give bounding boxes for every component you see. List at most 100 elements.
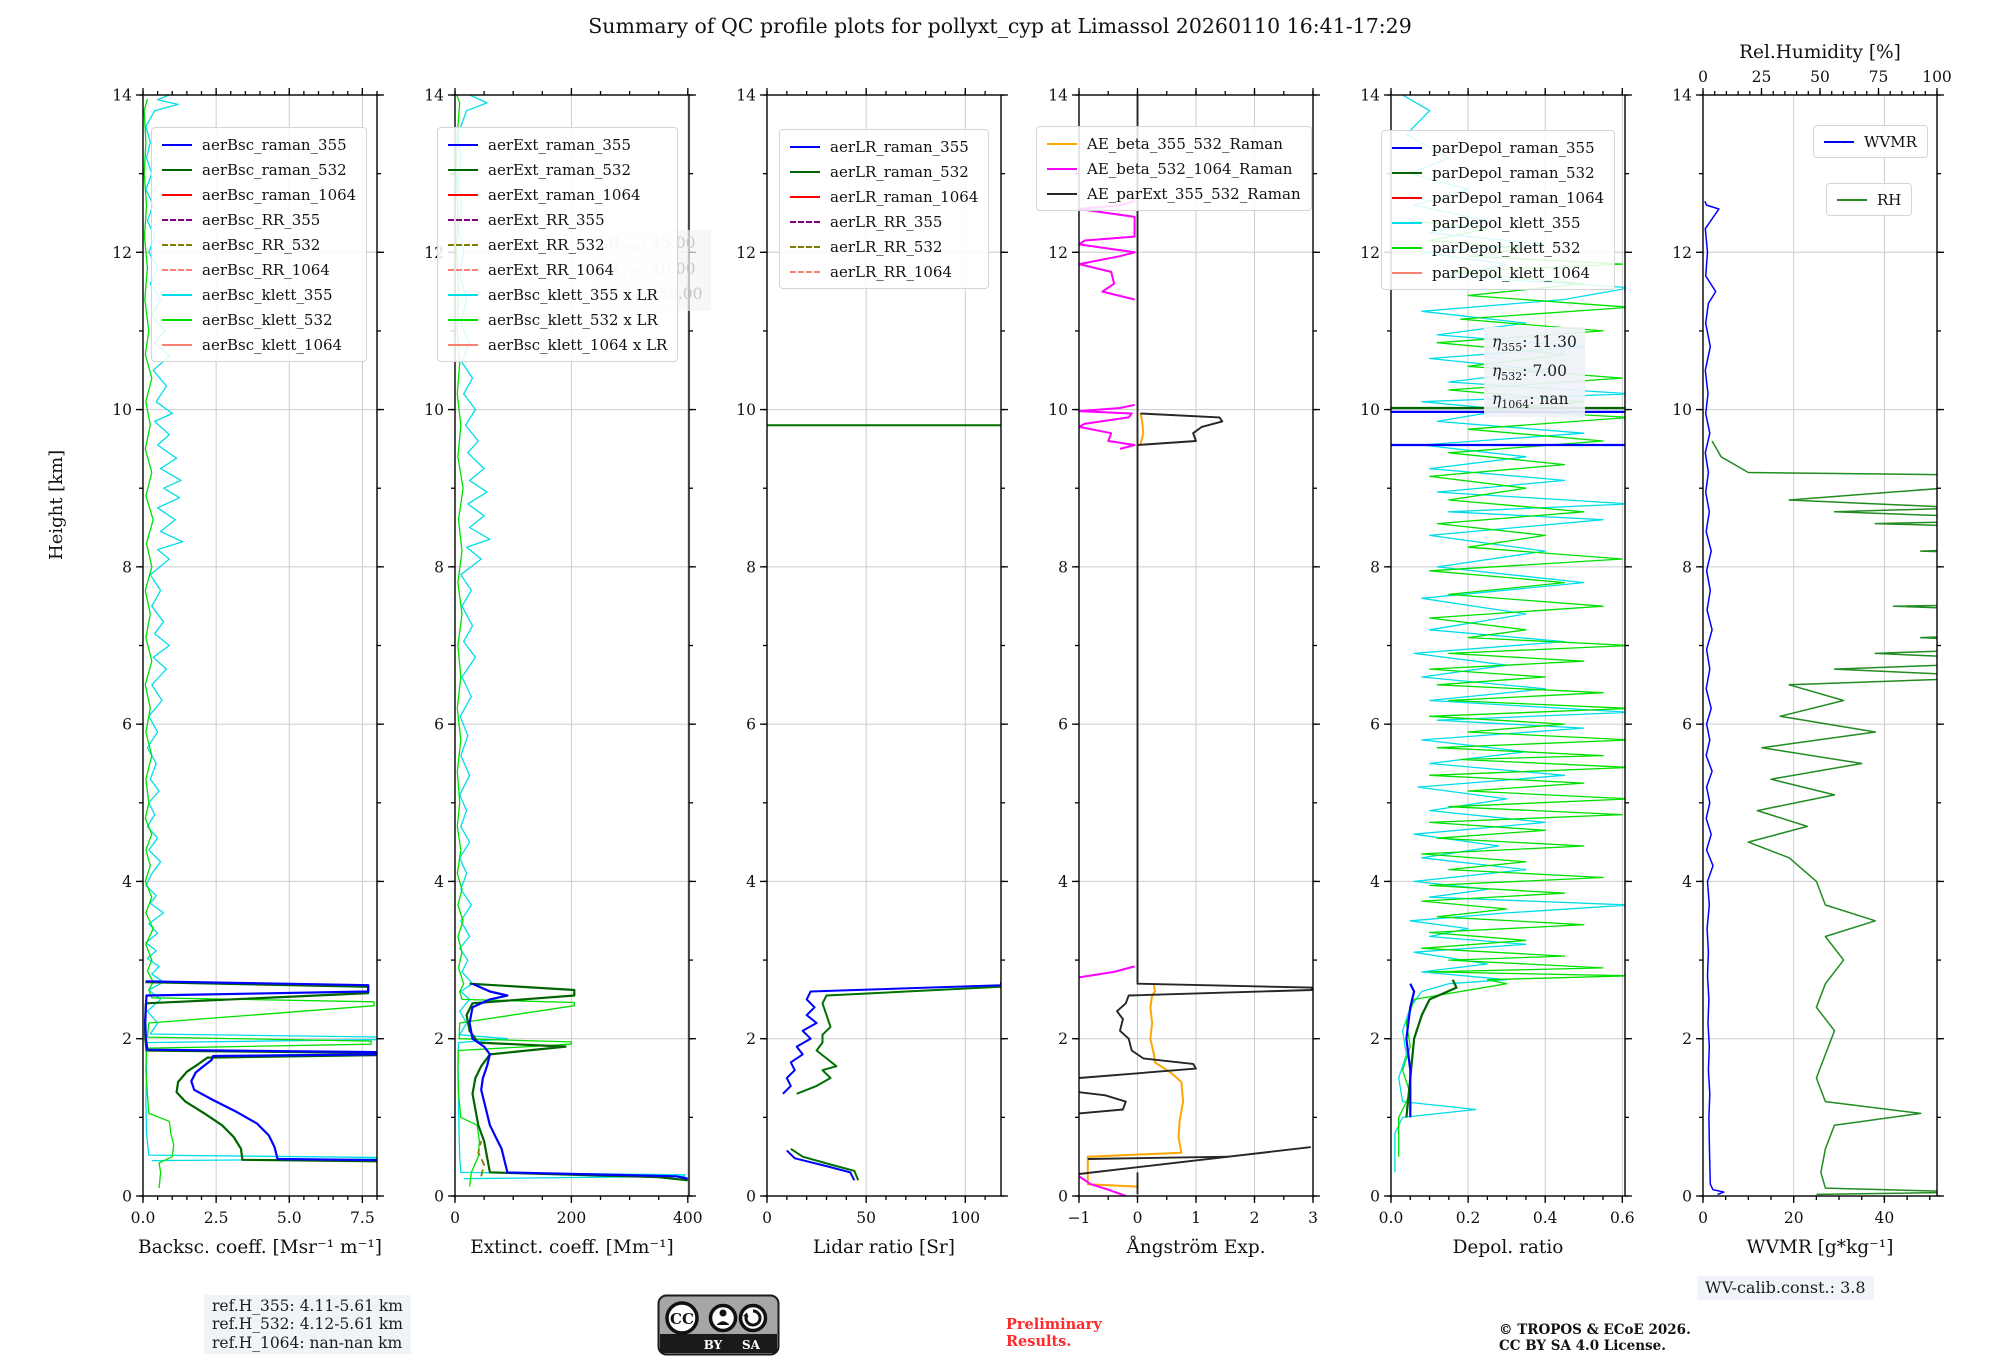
legend-label: aerBsc_RR_1064 [202, 260, 330, 279]
y-tick-label: 6 [1682, 716, 1692, 734]
y-tick-label: 12 [1360, 244, 1380, 262]
legend-label: WVMR [1864, 132, 1917, 151]
legend-line-swatch [448, 293, 478, 296]
reference-height-box: ref.H_355: 4.11-5.61 km ref.H_532: 4.12-… [204, 1295, 411, 1354]
x-axis-label: Lidar ratio [Sr] [813, 1237, 955, 1258]
y-tick-label: 6 [434, 716, 444, 734]
legend-line-swatch [790, 145, 820, 148]
y-tick-label: 10 [112, 401, 132, 419]
series-AE_beta_532_1064_Raman [1079, 965, 1135, 979]
legend-line-swatch [162, 343, 192, 346]
legend-entry: RH [1837, 188, 1901, 211]
preliminary-results-note: Preliminary Results. [1006, 1316, 1102, 1350]
cc-sa-arrow-icon [738, 1303, 768, 1333]
legend-entry: aerBsc_RR_532 [162, 232, 356, 257]
cc-badge-by-label: BY [704, 1338, 723, 1352]
y-tick-label: 2 [1682, 1030, 1692, 1048]
x-tick-label: 2 [1250, 1209, 1260, 1227]
annotation-line: η532: 7.00 [1492, 361, 1567, 383]
legend-label: RH [1877, 190, 1902, 209]
series-AE_beta_532_1064_Raman [1079, 403, 1136, 450]
legend-entry: parDepol_raman_1064 [1392, 185, 1604, 210]
series-aerExt_raman_532 [465, 982, 688, 1182]
legend-label: parDepol_raman_355 [1432, 138, 1595, 157]
legend-label: aerLR_raman_1064 [830, 187, 979, 206]
y-tick-label: 0 [434, 1188, 444, 1206]
wv-calibration-constant: WV-calib.const.: 3.8 [1697, 1276, 1874, 1300]
legend-backscatter: aerBsc_raman_355 aerBsc_raman_532 aerBsc_r… [151, 127, 368, 362]
preliminary-line-1: Preliminary [1006, 1316, 1102, 1333]
legend-line-swatch [162, 293, 192, 296]
series-aerBsc_raman_532 [143, 981, 377, 1163]
x-tick-label: 0 [450, 1209, 460, 1227]
legend-label: aerLR_raman_355 [830, 137, 969, 156]
legend-label: parDepol_klett_1064 [1432, 263, 1591, 282]
eta-calibration-box: η355: 11.30 η532: 7.00 η1064: nan [1484, 327, 1585, 417]
x-axis-label: Depol. ratio [1453, 1237, 1564, 1258]
ticks [760, 88, 1008, 1203]
legend-depol: parDepol_raman_355 parDepol_raman_532 parD… [1381, 130, 1616, 290]
series-aerBsc_klett_532_xLR [455, 95, 575, 1187]
legend-entry: aerLR_RR_355 [790, 209, 978, 234]
legend-entry: aerExt_raman_355 [448, 132, 667, 157]
y-tick-label: 2 [122, 1030, 132, 1048]
legend-entry: aerBsc_raman_355 [162, 132, 356, 157]
legend-line-swatch [162, 318, 192, 321]
legend-label: aerBsc_raman_532 [202, 160, 347, 179]
x-axis-label: Ångström Exp. [1125, 1236, 1265, 1258]
legend-label: aerExt_RR_532 [488, 235, 605, 254]
x-tick-label: 0.6 [1610, 1209, 1635, 1227]
y-tick-label: 8 [122, 558, 132, 576]
cc-sa-arrowhead [743, 1312, 749, 1318]
legend-entry: aerExt_raman_532 [448, 157, 667, 182]
x-tick-label: 0.2 [1456, 1209, 1481, 1227]
y-tick-label: 4 [746, 873, 756, 891]
series-layer [767, 424, 1001, 1181]
y-tick-label: 8 [746, 558, 756, 576]
preliminary-line-2: Results. [1006, 1332, 1072, 1350]
cc-badge-band [660, 1334, 777, 1353]
page-title: Summary of QC profile plots for pollyxt_… [588, 14, 1412, 38]
series-AE_parExt_355_532_Raman [1079, 95, 1313, 1079]
y-tick-label: 10 [736, 401, 756, 419]
x-tick-label: 7.5 [350, 1209, 375, 1227]
legend-entry: aerBsc_klett_532 [162, 307, 356, 332]
legend-lidar_ratio: aerLR_raman_355 aerLR_raman_532 aerLR_rama… [779, 129, 990, 289]
legend-label: parDepol_raman_1064 [1432, 188, 1605, 207]
legend-entry: aerLR_raman_355 [790, 134, 978, 159]
copyright-line-2: CC BY SA 4.0 License. [1499, 1338, 1666, 1355]
y-tick-label: 10 [1048, 401, 1068, 419]
y-tick-label: 14 [1048, 87, 1068, 105]
panel-frame [1702, 94, 1938, 1197]
cc-by-sa-badge: CC BY SA [657, 1294, 780, 1356]
x-tick-label: 0.4 [1533, 1209, 1558, 1227]
panel-backscatter: 0.0 2.5 5.0 7.5 0 2 4 6 8 10 12 14 Backsc. coeff. [M… [112, 87, 384, 1258]
height-axis-label: Height [km] [46, 449, 67, 560]
y-tick-label: 14 [112, 87, 132, 105]
legend-line-swatch [1837, 198, 1867, 201]
y-tick-label: 10 [1672, 401, 1692, 419]
legend-line-swatch [448, 318, 478, 321]
y-tick-label: 14 [1360, 87, 1380, 105]
series-AE_parExt_355_532_Raman [1079, 1091, 1127, 1115]
series-AE_beta_355_532_Raman [1086, 983, 1185, 1188]
legend-entry: aerBsc_RR_1064 [162, 257, 356, 282]
legend-entry: aerBsc_klett_355 x LR [448, 282, 667, 307]
y-tick-label: 10 [1360, 401, 1380, 419]
legend-line-swatch [1392, 246, 1422, 249]
y-tick-label: 14 [1672, 87, 1692, 105]
legend-line-swatch [1047, 142, 1077, 145]
y-tick-label: 0 [1370, 1188, 1380, 1206]
gridlines [1079, 95, 1313, 1196]
legend-label: aerBsc_raman_1064 [202, 185, 357, 204]
y-tick-label: 2 [434, 1030, 444, 1048]
x-axis-label: Extinct. coeff. [Mm⁻¹] [470, 1237, 674, 1258]
y-tick-label: 8 [434, 558, 444, 576]
legend-entry: aerBsc_klett_1064 [162, 332, 356, 357]
legend-line-swatch [1392, 146, 1422, 149]
legend-label: aerLR_raman_532 [830, 162, 969, 181]
legend-label: aerExt_RR_1064 [488, 260, 615, 279]
legend-entry: AE_beta_532_1064_Raman [1047, 156, 1301, 181]
legend-label: aerBsc_RR_355 [202, 210, 321, 229]
